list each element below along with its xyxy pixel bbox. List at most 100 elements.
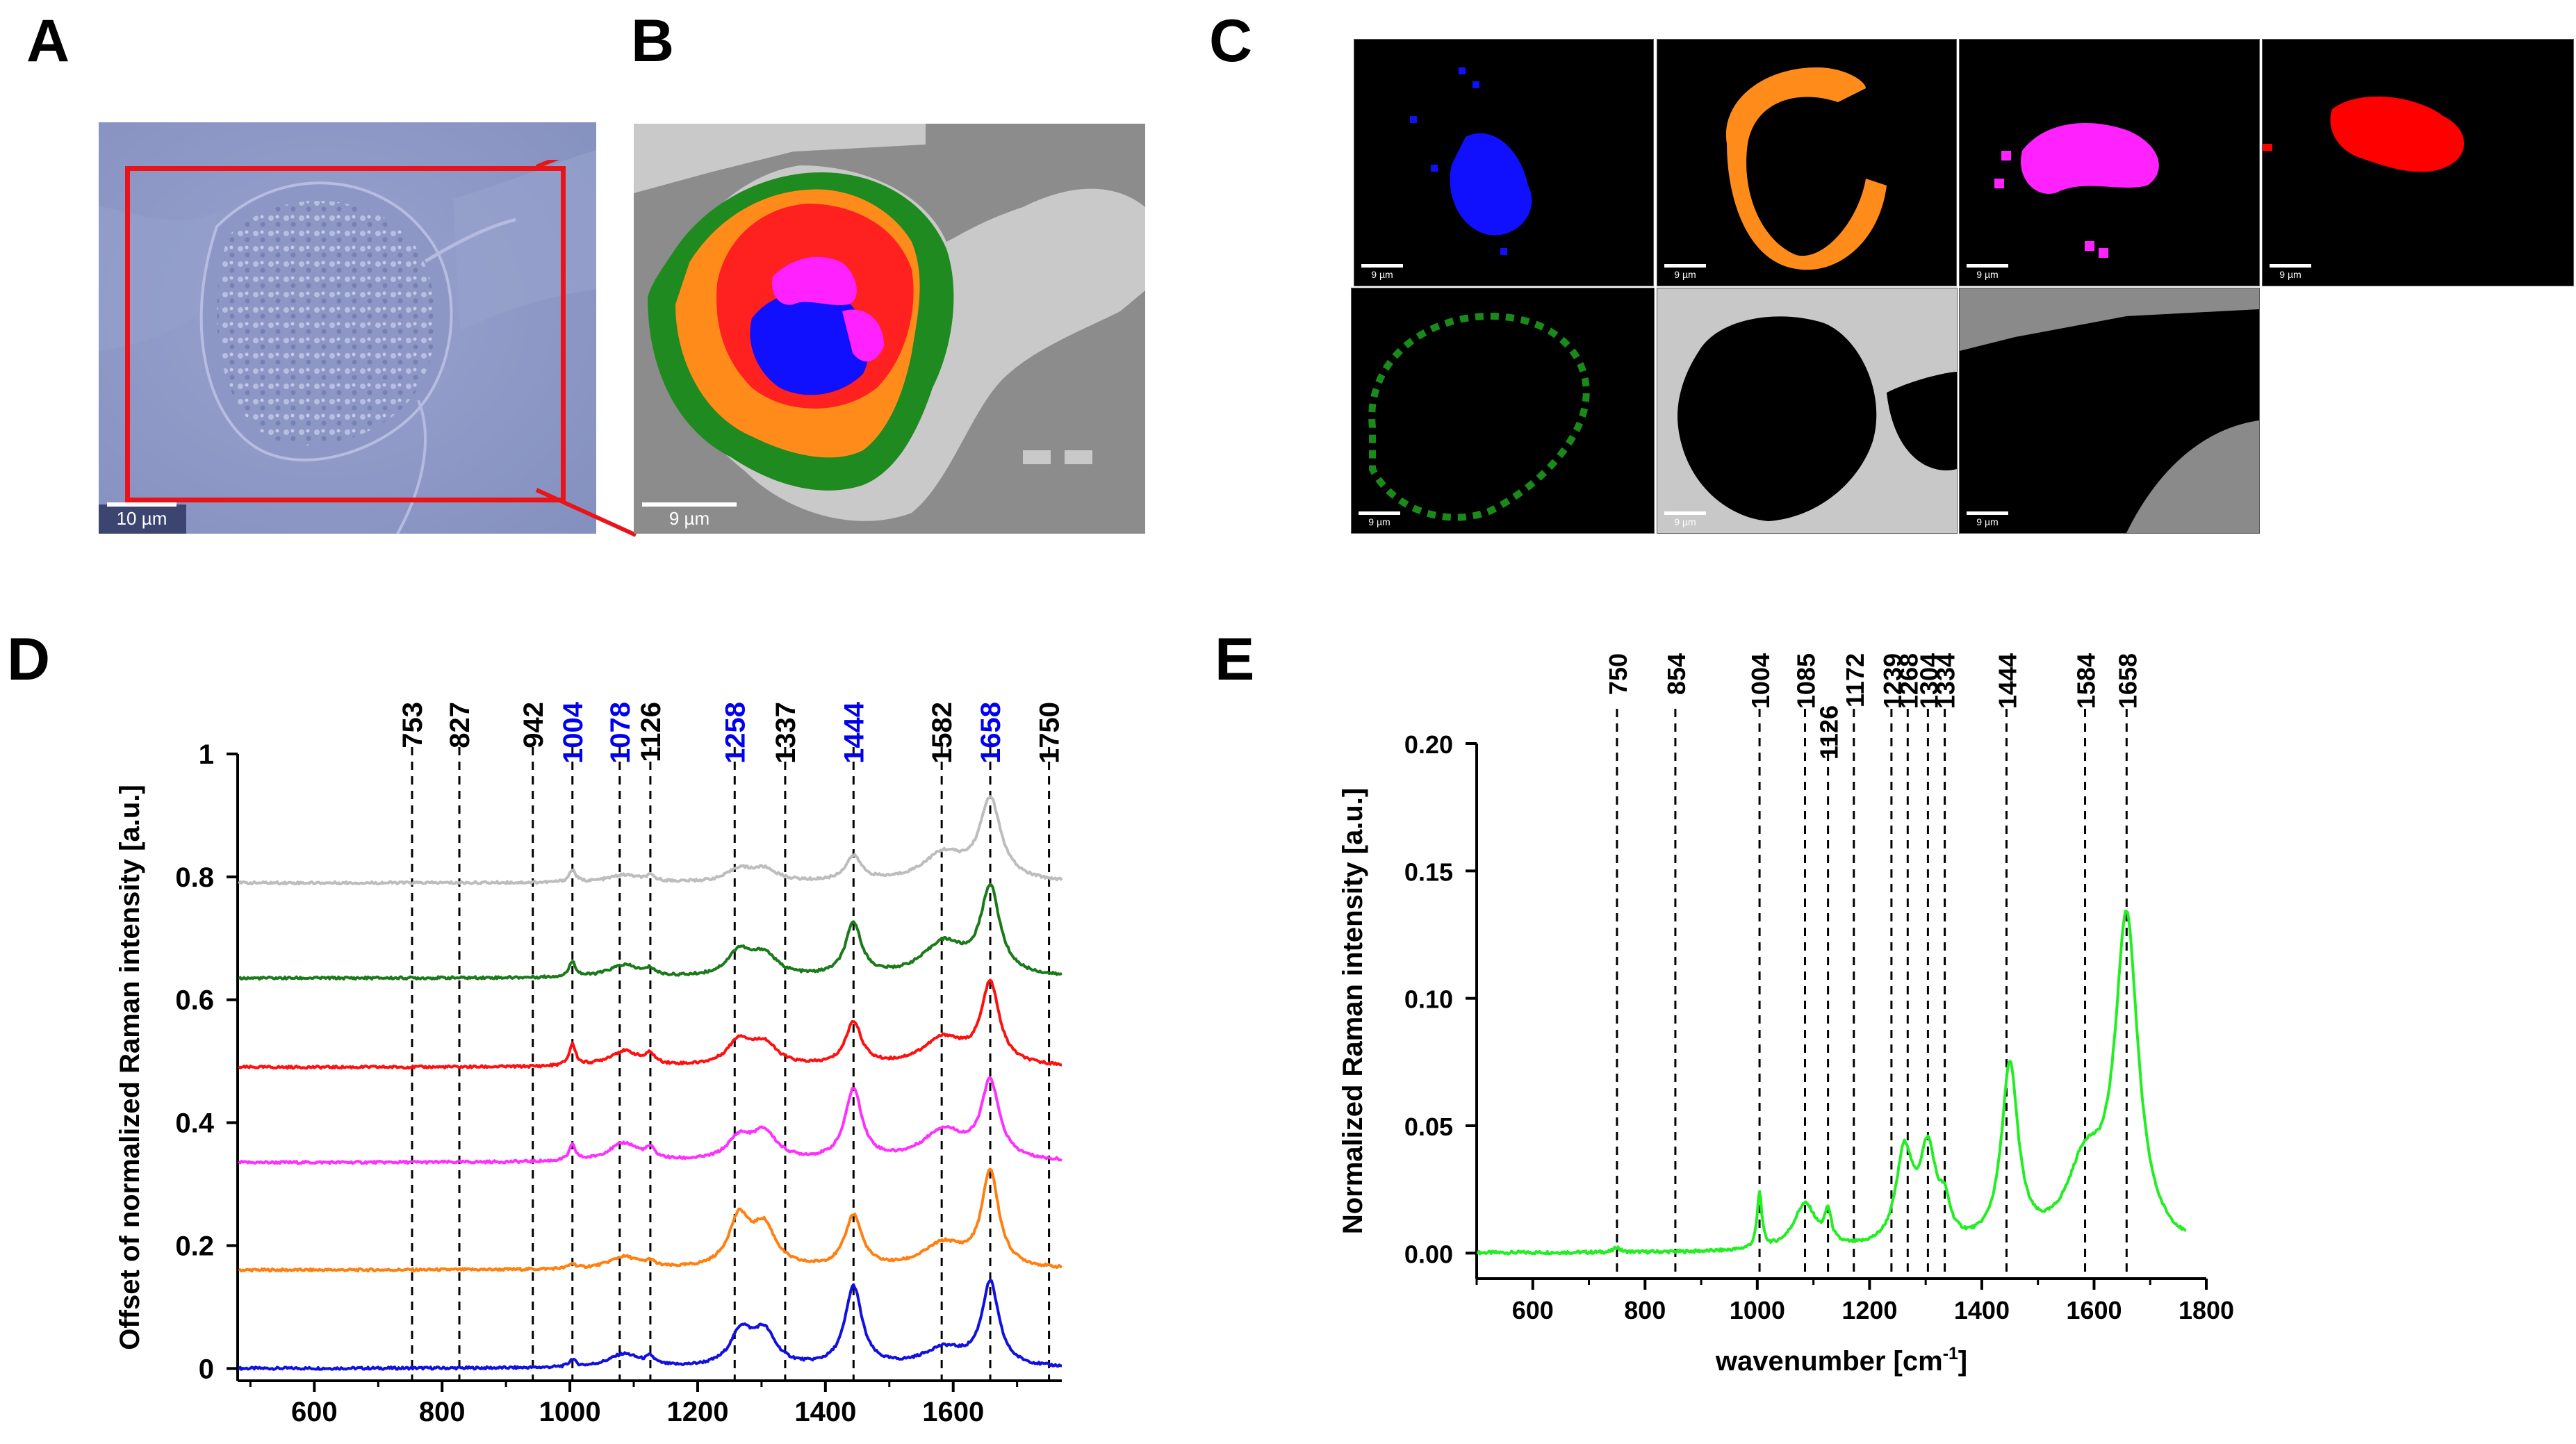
peak-label: 1304 — [1914, 653, 1943, 709]
cluster-tile: 9 µm — [1657, 39, 1957, 286]
cluster-shape — [1725, 67, 1887, 270]
cluster-pixel — [1410, 116, 1417, 123]
peak-label: 1258 — [720, 702, 750, 764]
peak-label: 1444 — [839, 701, 869, 764]
cluster-pixel — [2263, 144, 2272, 151]
scale-bar-line — [1361, 264, 1403, 268]
cluster-pixel — [2001, 151, 2011, 161]
y-tick-label: 0.4 — [175, 1108, 214, 1139]
cluster-shape — [1677, 316, 1877, 521]
cluster-pixel — [1472, 81, 1479, 88]
cluster-tile-drawing — [1657, 288, 1957, 533]
cluster-tile-drawing — [1960, 288, 2259, 533]
cluster-shape — [1368, 312, 1590, 521]
scale-bar-line — [1967, 511, 2008, 515]
series-line-red — [238, 978, 1063, 1070]
panel-letter-c: C — [1209, 8, 1253, 74]
x-tick-label: 1000 — [539, 1397, 601, 1427]
scale-bar-label: 9 µm — [1976, 269, 1999, 280]
cluster-tile: 9 µm — [1959, 288, 2260, 534]
cluster-tile-drawing — [1725, 67, 1887, 270]
cluster-pixel — [2099, 248, 2108, 258]
scale-bar-line — [2270, 264, 2311, 268]
peak-label: 753 — [397, 702, 428, 748]
cluster-tile-drawing — [2263, 96, 2464, 172]
peak-label: 827 — [445, 702, 475, 748]
cluster-tile: 9 µm — [1351, 288, 1655, 534]
peak-label: 1582 — [927, 702, 958, 764]
x-tick-label: 800 — [419, 1397, 466, 1427]
panel-letter-a: A — [26, 8, 70, 74]
scale-bar-label: 9 µm — [668, 508, 710, 529]
y-tick-label: 0.6 — [175, 985, 214, 1016]
scale-bar: 9 µm — [1967, 264, 2008, 280]
scale-bar-label: 9 µm — [1368, 516, 1390, 527]
scale-bar-label: 9 µm — [1976, 516, 1999, 527]
peak-label: 1126 — [636, 702, 666, 762]
cluster-pixel — [1459, 67, 1466, 74]
cluster-tile: 9 µm — [1354, 39, 1654, 286]
series-line-blue — [238, 1279, 1063, 1371]
series-line-magenta — [238, 1076, 1063, 1165]
cluster-pixel — [2085, 241, 2094, 251]
y-axis-label: Offset of normalized Raman intensity [a.… — [115, 785, 145, 1349]
y-tick-label: 0.20 — [1404, 730, 1453, 759]
scale-bar-label: 9 µm — [1371, 269, 1393, 280]
panel-letter-e: E — [1215, 626, 1255, 693]
cluster-map-image: 9 µm — [634, 124, 1145, 534]
peak-label: 1658 — [2113, 653, 2142, 709]
x-tick-label: 1600 — [2066, 1296, 2122, 1324]
y-tick-label: 0.00 — [1404, 1240, 1453, 1268]
cluster-tile-drawing — [1368, 312, 1590, 521]
peak-label: 1658 — [976, 702, 1006, 764]
peak-label: 1584 — [2072, 653, 2101, 709]
scale-bar-line — [1967, 264, 2008, 268]
cluster-tile: 9 µm — [2262, 39, 2574, 286]
cluster-shape — [2330, 96, 2464, 172]
peak-label: 1004 — [1746, 653, 1775, 709]
peak-label: 1085 — [1792, 653, 1821, 709]
scale-bar: 10 µm — [107, 502, 177, 530]
scale-bar-line — [1359, 511, 1400, 515]
scale-bar-label: 9 µm — [1674, 516, 1696, 527]
y-tick-label: 0.15 — [1404, 858, 1453, 886]
y-tick-label: 1 — [199, 739, 214, 770]
peak-label: 1004 — [558, 701, 589, 764]
series-line-gray — [238, 795, 1063, 886]
peak-label: 1172 — [1841, 653, 1869, 707]
scale-bar-line — [1664, 511, 1706, 515]
peak-label: 1239 — [1878, 653, 1907, 709]
x-tick-label: 600 — [1512, 1296, 1554, 1324]
peak-label: 854 — [1662, 653, 1691, 695]
peak-label: 1078 — [605, 702, 636, 764]
y-tick-label: 0.8 — [175, 862, 214, 893]
roi-rectangle — [125, 166, 566, 502]
series-line-average — [1476, 910, 2187, 1256]
y-axis-label: Normalized Raman intensity [a.u.] — [1338, 788, 1368, 1234]
x-tick-label: 1400 — [794, 1397, 856, 1427]
chart-e-average-spectrum: 600 800 1000 1200 1400 1600 1800 0.00 0.05 0.10 0.… — [1338, 653, 2234, 1377]
scale-bar: 9 µm — [1967, 511, 2008, 527]
panel-letter-d: D — [7, 626, 51, 693]
series-line-green — [238, 883, 1063, 981]
peak-label: 750 — [1604, 653, 1632, 695]
scale-bar-line — [1664, 264, 1706, 268]
cluster-tile-drawing — [1410, 67, 1532, 255]
scale-bar-background — [99, 504, 186, 534]
y-tick-label: 0.2 — [175, 1231, 214, 1261]
scale-bar: 9 µm — [1359, 511, 1400, 527]
scale-bar: 9 µm — [1664, 264, 1706, 280]
cluster-map-drawing — [634, 124, 1145, 534]
brightfield-cell-image: 10 µm — [99, 122, 596, 534]
x-tick-label: 1800 — [2179, 1296, 2234, 1324]
x-tick-label: 1400 — [1954, 1296, 2010, 1324]
cluster-pixel — [1500, 248, 1507, 255]
y-tick-label: 0 — [199, 1354, 214, 1384]
scale-bar-label: 9 µm — [1674, 269, 1696, 280]
cluster-shape — [1960, 288, 2259, 351]
x-axis-label: wavenumber [cm-1] — [1715, 1345, 1967, 1377]
x-tick-label: 1000 — [1730, 1296, 1785, 1324]
cluster-shape — [1887, 372, 1957, 470]
y-tick-label: 0.10 — [1404, 985, 1453, 1014]
x-tick-label: 600 — [291, 1397, 338, 1427]
